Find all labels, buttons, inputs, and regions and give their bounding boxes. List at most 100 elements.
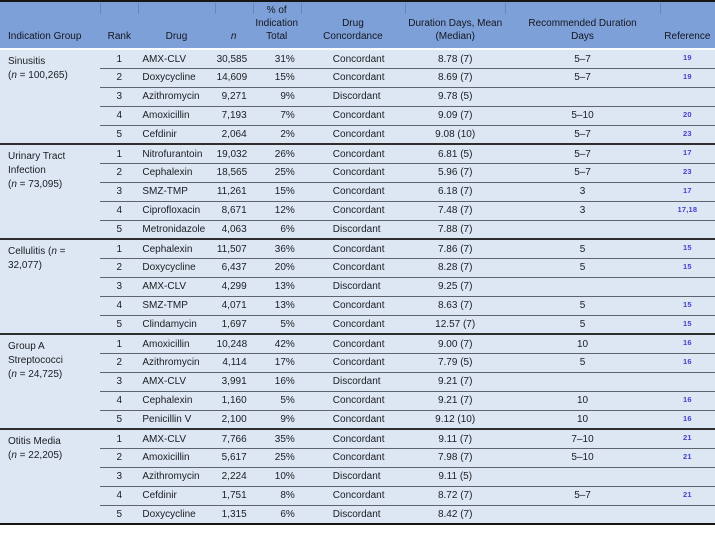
cell-recommended: 10	[505, 409, 660, 430]
cell-concordance: Concordant	[300, 409, 406, 430]
table-row: 5 Penicillin V 2,100 9% Concordant 9.12 (10) 1…	[0, 409, 715, 430]
table-row: 4 Cephalexin 1,160 5% Concordant 9.21 (7) 10 16	[0, 390, 715, 411]
cell-pct: 8%	[252, 485, 301, 506]
cell-duration: 8.28 (7)	[405, 257, 506, 278]
cell-concordance: Concordant	[300, 314, 406, 335]
reference-link[interactable]: 17	[683, 148, 692, 158]
reference-link[interactable]: 21	[683, 451, 692, 461]
reference-link[interactable]: 16	[683, 356, 692, 366]
cell-concordance: Concordant	[300, 257, 406, 278]
cell-pct: 35%	[252, 428, 301, 449]
indication-group-cell: Cellulitis (n = 32,077)	[0, 238, 101, 335]
cell-pct: 9%	[252, 409, 301, 430]
cell-rank: 2	[100, 257, 139, 278]
cell-recommended	[505, 371, 660, 392]
cell-duration: 9.21 (7)	[405, 390, 506, 411]
cell-recommended: 5–7	[505, 485, 660, 506]
reference-link[interactable]: 16	[683, 394, 692, 404]
cell-pct: 6%	[252, 219, 301, 240]
indication-group-cell: Urinary Tract Infection (n = 73,095)	[0, 143, 101, 240]
cell-reference	[659, 466, 715, 487]
cell-rank: 3	[100, 181, 139, 202]
cell-pct: 13%	[252, 276, 301, 297]
reference-link[interactable]: 16	[683, 338, 692, 348]
cell-concordance: Discordant	[300, 276, 406, 297]
cell-concordance: Concordant	[300, 390, 406, 411]
reference-link[interactable]: 17	[683, 185, 692, 195]
cell-drug: Azithromycin	[138, 352, 215, 373]
reference-link[interactable]: 23	[683, 166, 692, 176]
cell-drug: Doxycycline	[138, 67, 215, 88]
cell-duration: 9.78 (5)	[405, 86, 506, 107]
reference-link[interactable]: 15	[683, 299, 692, 309]
cell-rank: 5	[100, 314, 139, 335]
header-rank: Rank	[100, 1, 139, 50]
header-n: n	[214, 1, 253, 50]
cell-rank: 1	[100, 143, 139, 164]
cell-reference: 21	[659, 428, 715, 449]
cell-rank: 3	[100, 466, 139, 487]
cell-reference: 17,18	[659, 200, 715, 221]
reference-link[interactable]: 23	[683, 128, 692, 138]
reference-link[interactable]: 21	[683, 489, 692, 499]
cell-concordance: Concordant	[300, 295, 406, 316]
cell-drug: AMX-CLV	[138, 276, 215, 297]
cell-drug: Azithromycin	[138, 86, 215, 107]
reference-link[interactable]: 21	[683, 433, 692, 443]
cell-duration: 9.09 (7)	[405, 105, 506, 126]
table-row: 2 Cephalexin 18,565 25% Concordant 5.96 (7) 5–…	[0, 162, 715, 183]
cell-recommended: 5–10	[505, 105, 660, 126]
cell-concordance: Concordant	[300, 162, 406, 183]
cell-reference: 15	[659, 238, 715, 259]
cell-concordance: Discordant	[300, 371, 406, 392]
cell-concordance: Concordant	[300, 48, 406, 69]
cell-drug: Cephalexin	[138, 390, 215, 411]
cell-duration: 7.48 (7)	[405, 200, 506, 221]
cell-pct: 2%	[252, 124, 301, 145]
reference-link[interactable]: 15	[683, 261, 692, 271]
cell-pct: 15%	[252, 67, 301, 88]
cell-recommended	[505, 466, 660, 487]
reference-link[interactable]: 20	[683, 109, 692, 119]
cell-recommended: 5–7	[505, 48, 660, 69]
cell-duration: 7.79 (5)	[405, 352, 506, 373]
cell-rank: 5	[100, 409, 139, 430]
cell-n: 2,064	[214, 124, 253, 145]
cell-reference: 15	[659, 314, 715, 335]
table-header: Indication Group Rank Drug n % of Indica…	[0, 1, 715, 50]
cell-pct: 20%	[252, 257, 301, 278]
table-row: 2 Doxycycline 14,609 15% Concordant 8.69 (7) 5…	[0, 67, 715, 88]
cell-concordance: Discordant	[300, 504, 406, 525]
reference-link[interactable]: 19	[683, 71, 692, 81]
cell-pct: 13%	[252, 295, 301, 316]
cell-pct: 5%	[252, 314, 301, 335]
cell-concordance: Concordant	[300, 485, 406, 506]
cell-duration: 8.72 (7)	[405, 485, 506, 506]
cell-drug: SMZ-TMP	[138, 295, 215, 316]
table-row: 5 Clindamycin 1,697 5% Concordant 12.57 (7) 5 1…	[0, 314, 715, 335]
cell-duration: 9.11 (7)	[405, 428, 506, 449]
cell-reference	[659, 86, 715, 107]
header-drug: Drug	[138, 1, 215, 50]
reference-link[interactable]: 17,18	[677, 204, 698, 214]
cell-reference: 15	[659, 295, 715, 316]
cell-concordance: Concordant	[300, 447, 406, 468]
cell-reference	[659, 276, 715, 297]
reference-link[interactable]: 15	[683, 318, 692, 328]
cell-rank: 5	[100, 219, 139, 240]
cell-duration: 7.88 (7)	[405, 219, 506, 240]
reference-link[interactable]: 16	[683, 413, 692, 423]
table-row: 3 Azithromycin 9,271 9% Discordant 9.78 (5)	[0, 86, 715, 107]
cell-n: 8,671	[214, 200, 253, 221]
cell-drug: AMX-CLV	[138, 371, 215, 392]
cell-duration: 5.96 (7)	[405, 162, 506, 183]
reference-link[interactable]: 15	[683, 243, 692, 253]
table-row: 5 Cefdinir 2,064 2% Concordant 9.08 (10) 5–7 23	[0, 124, 715, 145]
reference-link[interactable]: 19	[683, 53, 692, 63]
cell-reference: 16	[659, 333, 715, 354]
cell-duration: 8.69 (7)	[405, 67, 506, 88]
table-row: 4 Cefdinir 1,751 8% Concordant 8.72 (7) 5–7 21	[0, 485, 715, 506]
cell-duration: 12.57 (7)	[405, 314, 506, 335]
cell-rank: 4	[100, 200, 139, 221]
cell-drug: Nitrofurantoin	[138, 143, 215, 164]
